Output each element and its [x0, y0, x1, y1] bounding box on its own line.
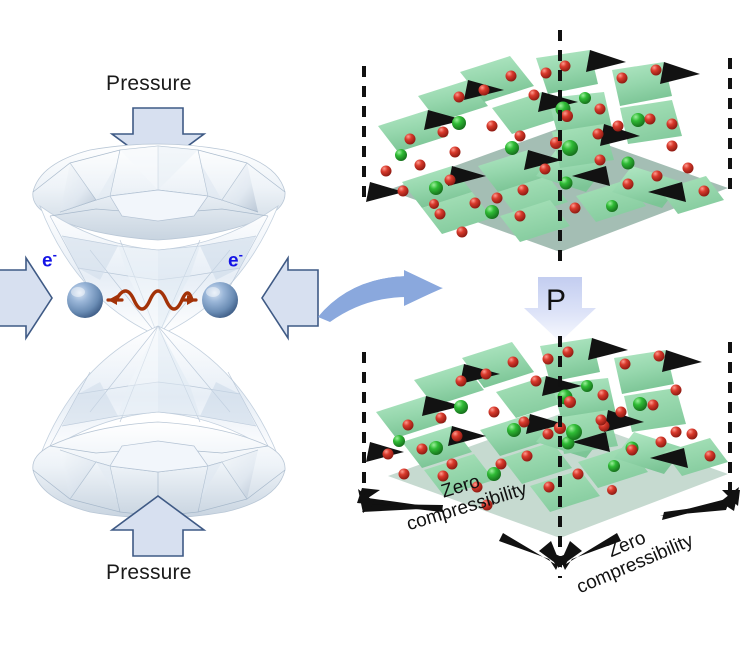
- electron-label-right-text: e: [228, 250, 239, 272]
- compression-arrow-right: [558, 533, 621, 570]
- electron-sphere-right: [202, 282, 238, 318]
- top-pressure-label: Pressure: [106, 72, 192, 95]
- electron-charge-left: -: [52, 247, 57, 262]
- red-atoms-bottom: [382, 346, 716, 511]
- interaction-wave: [106, 289, 198, 311]
- electron-label-right: e-: [228, 247, 243, 272]
- pressure-down-arrow: [524, 277, 596, 342]
- crystal-lattice-compressed: [357, 336, 740, 578]
- expansion-arrow-right: [660, 487, 740, 520]
- pressure-arrow-label: P: [546, 284, 567, 317]
- diamond-top: [32, 143, 286, 337]
- electron-label-left-text: e: [42, 250, 53, 272]
- left-side-arrow: [0, 255, 53, 341]
- red-atoms-top: [380, 60, 710, 238]
- bottom-pressure-label: Pressure: [106, 561, 192, 584]
- dashed-guide-line-bottom: [362, 336, 732, 578]
- electron-sphere-left: [67, 282, 103, 318]
- crystal-lattice-ambient: [362, 30, 732, 262]
- green-atoms-bottom: [393, 380, 647, 481]
- electron-charge-right: -: [238, 247, 243, 262]
- expansion-arrow-left: [357, 488, 443, 513]
- electron-label-left: e-: [42, 247, 57, 272]
- compression-arrow-left: [499, 533, 562, 570]
- dashed-guide-line: [362, 30, 732, 262]
- curved-right-arrow: [318, 270, 443, 322]
- diamond-bottom: [32, 325, 286, 519]
- bottom-pressure-arrow: [109, 495, 207, 557]
- right-side-arrow: [261, 255, 319, 341]
